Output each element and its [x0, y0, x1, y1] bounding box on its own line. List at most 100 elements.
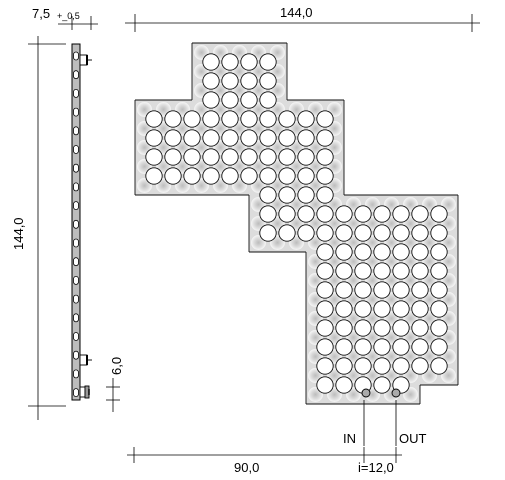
side-hole [73, 332, 79, 341]
panel-hole [297, 129, 315, 147]
panel-hole [335, 319, 353, 337]
panel-hole [354, 205, 372, 223]
panel-hole [316, 300, 334, 318]
panel-hole [373, 376, 391, 394]
panel-hole [278, 167, 296, 185]
panel-hole [145, 148, 163, 166]
outlet-port [391, 388, 401, 398]
panel-hole [354, 300, 372, 318]
side-hole [73, 238, 79, 248]
panel-hole [392, 338, 410, 356]
side-hole [73, 70, 79, 80]
panel-hole [392, 300, 410, 318]
inlet-port [361, 388, 371, 398]
panel-hole [316, 262, 334, 280]
side-view: 7,5 +_0,5 144,0 6,0 [11, 6, 124, 420]
panel-hole [202, 129, 220, 147]
panel-hole [392, 357, 410, 375]
panel-hole [354, 319, 372, 337]
panel-hole [145, 129, 163, 147]
panel-hole [316, 148, 334, 166]
panel-hole [430, 243, 448, 261]
panel-hole [392, 319, 410, 337]
panel-hole [316, 338, 334, 356]
height-value: 144,0 [11, 217, 26, 250]
panel-hole [411, 205, 429, 223]
panel-hole [354, 224, 372, 242]
inlet-label: IN [343, 431, 356, 446]
panel-hole [392, 224, 410, 242]
panel-hole [411, 319, 429, 337]
panel-hole [202, 110, 220, 128]
panel-hole [411, 357, 429, 375]
side-hole [73, 313, 79, 323]
panel-circles [145, 53, 448, 394]
panel-hole [164, 110, 182, 128]
panel-hole [278, 148, 296, 166]
panel-hole [411, 281, 429, 299]
panel-hole [316, 205, 334, 223]
side-hole [73, 257, 79, 267]
panel-hole [373, 224, 391, 242]
panel-hole [183, 167, 201, 185]
side-hole [73, 388, 79, 398]
panel-cells [134, 42, 459, 405]
panel-hole [411, 243, 429, 261]
panel-hole [335, 376, 353, 394]
panel-hole [335, 300, 353, 318]
width-value: 144,0 [280, 5, 313, 20]
panel-hole [202, 148, 220, 166]
panel-hole [145, 110, 163, 128]
bottom-mount-bracket [79, 354, 92, 366]
connection-valve [79, 385, 90, 399]
panel-hole [316, 243, 334, 261]
side-hole [73, 275, 79, 285]
panel-hole [164, 167, 182, 185]
panel-hole [278, 186, 296, 204]
panel-hole [202, 167, 220, 185]
panel-hole [259, 53, 277, 71]
panel-hole [278, 110, 296, 128]
panel-hole [240, 129, 258, 147]
panel-hole [240, 110, 258, 128]
panel-hole [430, 338, 448, 356]
panel-hole [221, 148, 239, 166]
port-offset-value: 6,0 [109, 357, 124, 375]
panel-hole [259, 148, 277, 166]
panel-hole [240, 53, 258, 71]
panel-hole [316, 110, 334, 128]
panel-hole [373, 319, 391, 337]
panel-hole [373, 357, 391, 375]
panel-hole [278, 224, 296, 242]
panel-hole [297, 167, 315, 185]
panel-hole [164, 148, 182, 166]
panel-hole [411, 338, 429, 356]
panel-hole [259, 72, 277, 90]
side-hole [73, 51, 79, 61]
depth-tolerance: +_0,5 [57, 11, 80, 21]
panel-hole [335, 357, 353, 375]
panel-hole [297, 205, 315, 223]
spacing-value: i=12,0 [358, 460, 394, 475]
panel-hole [373, 338, 391, 356]
panel-hole [221, 72, 239, 90]
side-hole [73, 126, 79, 136]
front-view: 144,0 IN OUT 90,0 i=12,0 [125, 5, 480, 475]
panel-hole [373, 243, 391, 261]
panel-hole [259, 167, 277, 185]
panel-hole [297, 224, 315, 242]
panel-hole [335, 205, 353, 223]
depth-value: 7,5 [32, 6, 50, 21]
panel-hole [411, 262, 429, 280]
panel-hole [221, 129, 239, 147]
panel-hole [297, 186, 315, 204]
panel-hole [373, 300, 391, 318]
side-hole [73, 294, 79, 304]
panel-hole [316, 167, 334, 185]
side-hole [73, 182, 79, 192]
left-span-value: 90,0 [234, 460, 259, 475]
panel-hole [202, 53, 220, 71]
panel-hole [430, 224, 448, 242]
top-mount-bracket [79, 54, 92, 66]
